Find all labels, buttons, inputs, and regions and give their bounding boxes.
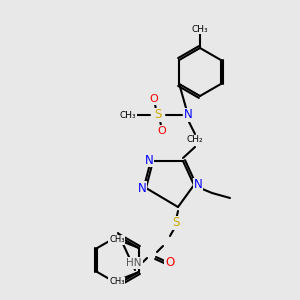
Text: CH₃: CH₃ xyxy=(109,278,124,286)
Text: CH₃: CH₃ xyxy=(109,236,124,244)
Text: O: O xyxy=(158,126,166,136)
Text: S: S xyxy=(172,217,180,230)
Text: CH₃: CH₃ xyxy=(192,25,208,34)
Text: O: O xyxy=(150,94,158,104)
Text: N: N xyxy=(138,182,146,194)
Text: CH₂: CH₂ xyxy=(187,136,203,145)
Text: N: N xyxy=(145,154,153,166)
Text: N: N xyxy=(194,178,202,191)
Text: CH₃: CH₃ xyxy=(120,110,136,119)
Text: HN: HN xyxy=(126,258,142,268)
Text: S: S xyxy=(154,109,162,122)
Text: N: N xyxy=(184,109,192,122)
Text: O: O xyxy=(165,256,175,269)
